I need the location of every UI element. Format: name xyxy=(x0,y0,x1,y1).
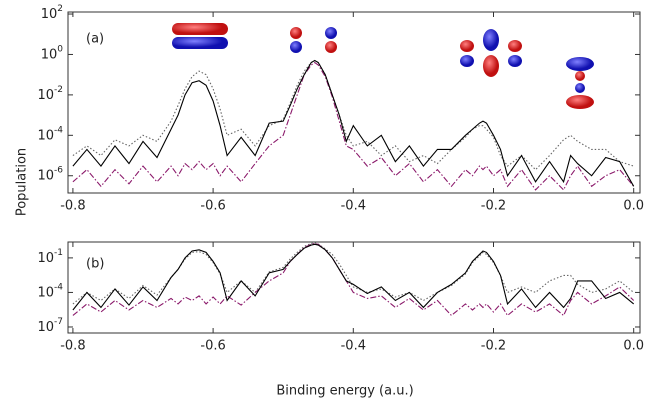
panel-label: (b) xyxy=(86,257,104,272)
x-tick-label: -0.8 xyxy=(60,339,85,354)
x-tick-label: -0.2 xyxy=(481,199,506,214)
x-tick-label: -0.4 xyxy=(341,199,366,214)
plot-frame xyxy=(67,241,641,334)
y-tick-label: 10-4 xyxy=(37,282,63,300)
series-line xyxy=(72,242,635,305)
x-tick-label: -0.4 xyxy=(341,339,366,354)
series-line xyxy=(72,59,635,187)
series-line xyxy=(72,242,635,317)
orbital-icons xyxy=(172,23,594,109)
plot-frame xyxy=(67,11,641,194)
series-line xyxy=(72,59,634,171)
y-tick-label: 102 xyxy=(41,4,63,22)
x-tick-label: 0.0 xyxy=(623,199,644,214)
y-tick-label: 100 xyxy=(41,44,64,62)
series-line xyxy=(72,61,635,191)
x-tick-label: 0.0 xyxy=(623,339,644,354)
y-tick-label: 10-4 xyxy=(37,125,63,143)
y-tick-label: 10-1 xyxy=(37,247,63,265)
x-tick-label: -0.2 xyxy=(481,339,506,354)
x-tick-label: -0.6 xyxy=(200,339,225,354)
x-tick-label: -0.8 xyxy=(60,199,85,214)
series-line xyxy=(72,243,635,311)
panel-label: (a) xyxy=(86,32,104,47)
y-axis-label: Population xyxy=(15,148,30,216)
y-tick-label: 10-7 xyxy=(37,316,63,334)
x-tick-label: -0.6 xyxy=(200,199,225,214)
y-tick-label: 10-6 xyxy=(37,165,63,183)
x-axis-label: Binding energy (a.u.) xyxy=(276,384,413,399)
y-tick-label: 10-2 xyxy=(37,84,63,102)
